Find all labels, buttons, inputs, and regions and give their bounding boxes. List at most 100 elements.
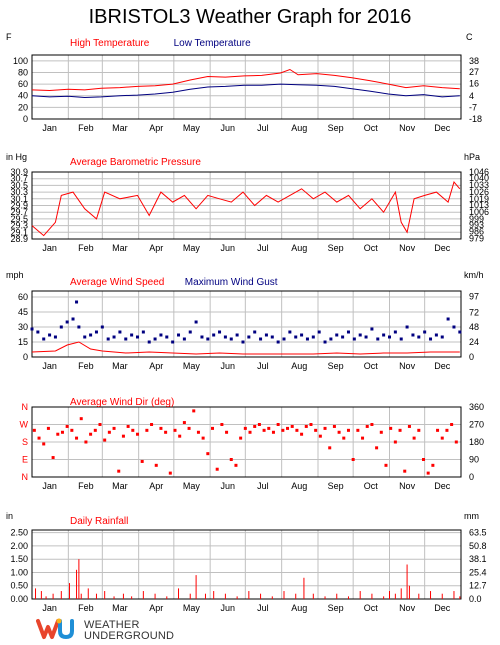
- month-tick-label: Feb: [78, 603, 94, 613]
- data-point: [295, 428, 299, 432]
- month-tick-label: May: [183, 603, 201, 613]
- data-point: [393, 330, 397, 334]
- month-tick-label: Aug: [291, 481, 307, 491]
- data-point: [71, 317, 75, 321]
- data-point: [323, 340, 327, 344]
- month-tick-label: Aug: [291, 361, 307, 371]
- data-point: [164, 430, 168, 434]
- data-point: [124, 337, 128, 341]
- data-point: [206, 337, 210, 341]
- month-tick-label: Jul: [257, 603, 269, 613]
- data-point: [332, 424, 336, 428]
- month-tick-label: Sep: [328, 361, 344, 371]
- data-point: [281, 428, 285, 432]
- data-point: [70, 428, 74, 432]
- data-point: [159, 426, 163, 430]
- left-tick-label: 29.7: [10, 207, 28, 217]
- left-tick-label: 29.5: [10, 214, 28, 224]
- left-tick-label: 20: [18, 102, 28, 112]
- data-point: [361, 436, 365, 440]
- left-tick-label: N: [22, 472, 29, 482]
- data-point: [59, 325, 63, 329]
- month-tick-label: Apr: [149, 481, 163, 491]
- right-tick-label: 38.1: [469, 554, 487, 564]
- data-point: [407, 424, 411, 428]
- plot-border: [31, 406, 462, 478]
- right-tick-label: 1026: [469, 187, 489, 197]
- data-point: [426, 471, 430, 475]
- right-tick-label: 180: [469, 437, 484, 447]
- data-point: [346, 428, 350, 432]
- data-point: [384, 463, 388, 467]
- plot-frame: [31, 529, 462, 600]
- month-tick-label: Jun: [220, 123, 235, 133]
- right-tick-label: 72: [469, 307, 479, 317]
- right-tick-label: 25.4: [469, 567, 487, 577]
- month-tick-label: Jan: [42, 123, 57, 133]
- left-tick-label: 100: [13, 56, 28, 66]
- month-tick-label: Dec: [434, 603, 451, 613]
- right-tick-label: 24: [469, 337, 479, 347]
- data-point: [37, 436, 41, 440]
- right-tick-label: 12.7: [469, 581, 487, 591]
- month-tick-label: Feb: [78, 481, 94, 491]
- data-point: [234, 463, 238, 467]
- data-point: [131, 428, 135, 432]
- data-point: [206, 452, 210, 456]
- data-point: [309, 423, 313, 426]
- month-tick-label: Nov: [399, 243, 416, 253]
- data-point: [317, 330, 321, 334]
- data-point: [60, 430, 64, 434]
- data-point: [440, 335, 444, 339]
- month-tick-label: Jan: [42, 481, 57, 491]
- right-tick-label: 270: [469, 420, 484, 430]
- left-tick-label: 30.1: [10, 194, 28, 204]
- data-point: [65, 320, 69, 324]
- rain-right-unit: mm: [464, 511, 479, 521]
- data-point: [178, 434, 182, 438]
- month-tick-label: Mar: [112, 361, 128, 371]
- series-line: [31, 341, 460, 355]
- data-point: [398, 428, 402, 432]
- data-point: [411, 333, 415, 337]
- data-point: [450, 423, 454, 426]
- series-line: [31, 68, 460, 92]
- left-tick-label: 0: [23, 352, 28, 362]
- data-point: [300, 333, 304, 337]
- data-point: [282, 337, 286, 341]
- rain-left-unit: in: [6, 511, 14, 521]
- month-tick-label: Mar: [112, 481, 128, 491]
- weather-underground-logo[interactable]: WEATHER UNDERGROUND: [0, 611, 210, 645]
- data-point: [399, 337, 403, 341]
- data-point: [223, 335, 227, 339]
- data-point: [100, 325, 104, 329]
- temperature-right-unit: C: [466, 32, 473, 42]
- data-point: [294, 335, 298, 339]
- data-point: [153, 337, 157, 341]
- data-point: [147, 340, 151, 344]
- month-tick-label: Nov: [399, 481, 416, 491]
- month-tick-label: May: [183, 123, 201, 133]
- data-point: [94, 330, 98, 334]
- right-tick-label: 1033: [469, 180, 489, 190]
- legend-entry: Daily Rainfall: [70, 516, 128, 527]
- data-point: [30, 327, 34, 331]
- left-tick-label: 1.50: [10, 554, 28, 564]
- month-tick-label: Mar: [112, 603, 128, 613]
- right-tick-label: 0: [469, 472, 474, 482]
- data-point: [452, 325, 456, 329]
- data-point: [165, 335, 169, 339]
- data-point: [51, 456, 55, 460]
- month-tick-label: Aug: [291, 123, 307, 133]
- right-tick-label: 50.8: [469, 541, 487, 551]
- temperature-left-unit: F: [6, 32, 12, 42]
- data-point: [75, 300, 79, 304]
- data-point: [159, 333, 163, 337]
- pressure-left-unit: in Hg: [6, 152, 28, 162]
- legend-entry: Average Wind Dir (deg): [70, 397, 174, 408]
- data-point: [46, 426, 50, 430]
- data-point: [259, 337, 263, 341]
- data-point: [218, 330, 222, 334]
- data-point: [42, 337, 46, 341]
